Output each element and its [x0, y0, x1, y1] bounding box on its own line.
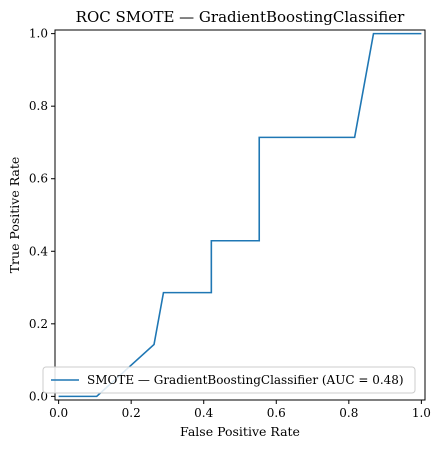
legend-label: SMOTE — GradientBoostingClassifier (AUC … — [87, 373, 404, 387]
y-tick-label: 1.0 — [29, 27, 48, 41]
chart-title: ROC SMOTE — GradientBoostingClassifier — [76, 8, 405, 26]
y-tick-label: 0.0 — [29, 389, 48, 403]
y-tick-label: 0.8 — [29, 99, 48, 113]
y-tick-label: 0.2 — [29, 317, 48, 331]
plot-frame — [54, 29, 426, 401]
y-tick-label: 0.6 — [29, 172, 48, 186]
x-tick-label: 1.0 — [412, 406, 431, 420]
x-tick-label: 0.2 — [122, 406, 141, 420]
x-tick-label: 0.0 — [49, 406, 68, 420]
x-tick-label: 0.4 — [194, 406, 213, 420]
legend-box — [42, 366, 416, 394]
x-tick-label: 0.8 — [339, 406, 358, 420]
plot-area: 0.0 0.2 0.4 0.6 0.8 1.0 0.0 0.2 0.4 0.6 0.8 1.0 — [29, 27, 431, 420]
legend: SMOTE — GradientBoostingClassifier (AUC … — [42, 366, 416, 394]
x-tick-label: 0.6 — [267, 406, 286, 420]
y-tick-label: 0.4 — [29, 244, 48, 258]
x-axis-label: False Positive Rate — [180, 424, 300, 439]
series-line-0 — [58, 32, 422, 398]
y-axis-label: True Positive Rate — [7, 157, 22, 274]
